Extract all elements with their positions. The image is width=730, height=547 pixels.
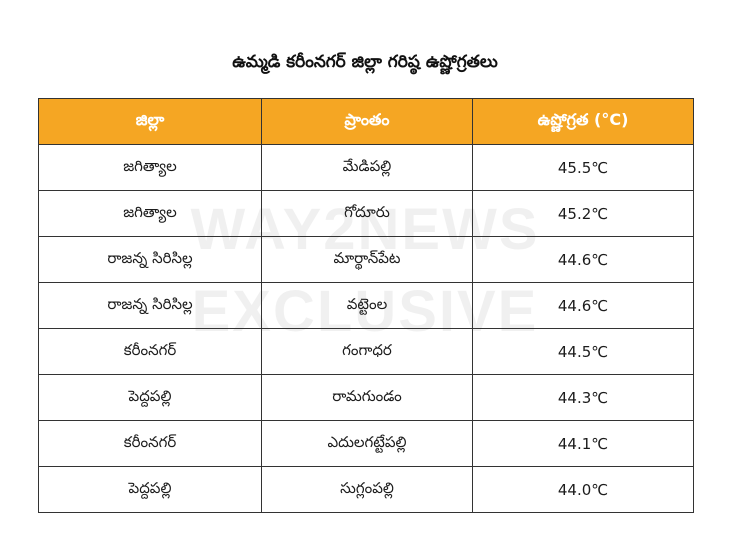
district-cell: పెద్దపల్లి: [38, 374, 262, 421]
temperature-cell: 44.6℃: [472, 236, 694, 283]
temperature-cell: 45.2℃: [472, 190, 694, 237]
area-cell: గోదూరు: [261, 190, 473, 237]
district-cell: కరీంనగర్: [38, 420, 262, 467]
header-temperature: ఉష్ణోగ్రత (°C): [472, 98, 694, 145]
area-cell: రామగుండం: [261, 374, 473, 421]
table-row: కరీంనగర్ ఎదులగట్టేపల్లి 44.1℃: [38, 420, 694, 467]
district-cell: పెద్దపల్లి: [38, 466, 262, 513]
district-cell: జగిత్యాల: [38, 190, 262, 237]
district-cell: జగిత్యాల: [38, 144, 262, 191]
table-row: జగిత్యాల మేడిపల్లి 45.5℃: [38, 144, 694, 191]
area-cell: మేడిపల్లి: [261, 144, 473, 191]
temperature-cell: 44.5℃: [472, 328, 694, 375]
temperature-cell: 44.0℃: [472, 466, 694, 513]
district-cell: కరీంనగర్: [38, 328, 262, 375]
page-title: ఉమ్మడి కరీంనగర్ జిల్లా గరిష్ఠ ఉష్ణోగ్రతల…: [232, 52, 498, 72]
header-district: జిల్లా: [38, 98, 262, 145]
temperature-cell: 44.6℃: [472, 282, 694, 329]
temperature-cell: 44.3℃: [472, 374, 694, 421]
temperature-cell: 45.5℃: [472, 144, 694, 191]
table-row: రాజన్న సిరిసిల్ల మార్థాన్‌పేట 44.6℃: [38, 236, 694, 283]
table-header-row: జిల్లా ప్రాంతం ఉష్ణోగ్రత (°C): [38, 98, 694, 145]
district-cell: రాజన్న సిరిసిల్ల: [38, 236, 262, 283]
table-row: జగిత్యాల గోదూరు 45.2℃: [38, 190, 694, 237]
table-row: రాజన్న సిరిసిల్ల వట్టెంల 44.6℃: [38, 282, 694, 329]
table-row: పెద్దపల్లి రామగుండం 44.3℃: [38, 374, 694, 421]
area-cell: వట్టెంల: [261, 282, 473, 329]
temperature-table: జిల్లా ప్రాంతం ఉష్ణోగ్రత (°C) జగిత్యాల మ…: [38, 98, 694, 513]
table-row: కరీంనగర్ గంగాధర 44.5℃: [38, 328, 694, 375]
area-cell: మార్థాన్‌పేట: [261, 236, 473, 283]
area-cell: ఎదులగట్టేపల్లి: [261, 420, 473, 467]
area-cell: సుగ్లంపల్లి: [261, 466, 473, 513]
temperature-cell: 44.1℃: [472, 420, 694, 467]
area-cell: గంగాధర: [261, 328, 473, 375]
district-cell: రాజన్న సిరిసిల్ల: [38, 282, 262, 329]
header-area: ప్రాంతం: [261, 98, 473, 145]
table-row: పెద్దపల్లి సుగ్లంపల్లి 44.0℃: [38, 466, 694, 513]
